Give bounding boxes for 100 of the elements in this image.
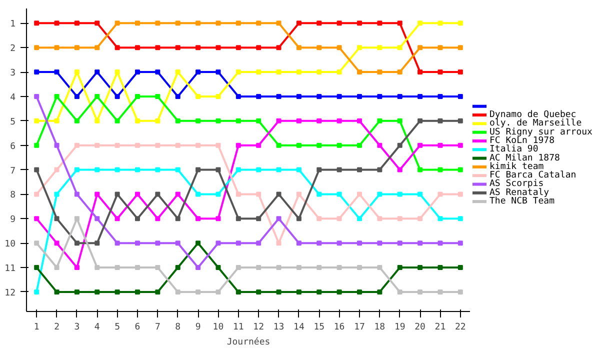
- y-tick-label: 11: [4, 264, 16, 274]
- point: [74, 45, 80, 50]
- point: [216, 167, 221, 172]
- point: [418, 94, 423, 99]
- point: [357, 70, 362, 75]
- x-tick-label: 15: [314, 322, 325, 332]
- point: [236, 118, 241, 124]
- point: [155, 118, 160, 124]
- point: [256, 167, 262, 172]
- point: [34, 142, 40, 148]
- point: [397, 192, 402, 197]
- point: [216, 240, 221, 246]
- point: [155, 94, 160, 99]
- point: [54, 167, 60, 172]
- point: [196, 94, 201, 99]
- point: [236, 216, 241, 222]
- point: [296, 20, 302, 26]
- point: [175, 94, 180, 99]
- point: [377, 45, 382, 50]
- point: [276, 70, 282, 75]
- x-tick-label: 3: [74, 322, 80, 332]
- point: [397, 289, 402, 294]
- point: [316, 167, 322, 172]
- point: [114, 289, 120, 294]
- point: [256, 265, 262, 270]
- point: [114, 45, 120, 50]
- point: [336, 216, 342, 222]
- point: [74, 118, 80, 124]
- x-tick-label: 16: [334, 322, 345, 332]
- point: [377, 118, 382, 124]
- point: [296, 265, 302, 270]
- point: [357, 45, 362, 50]
- point: [357, 118, 362, 124]
- point: [175, 289, 180, 294]
- point: [34, 167, 40, 172]
- y-tick-label: 2: [10, 44, 16, 54]
- point: [276, 216, 282, 222]
- x-tick-label: 7: [154, 322, 160, 332]
- point: [296, 192, 302, 197]
- point: [397, 94, 402, 99]
- x-tick-label: 4: [94, 322, 100, 332]
- x-tick-label: 9: [195, 322, 201, 332]
- point: [54, 216, 60, 222]
- point: [54, 45, 60, 50]
- point: [316, 20, 322, 26]
- point: [114, 216, 120, 222]
- point: [74, 94, 80, 99]
- point: [296, 167, 302, 172]
- point: [135, 70, 140, 75]
- point: [336, 94, 342, 99]
- point: [175, 45, 180, 50]
- point: [196, 20, 201, 26]
- point: [357, 240, 362, 246]
- point: [216, 192, 221, 197]
- point: [34, 240, 40, 246]
- point: [236, 289, 241, 294]
- point: [296, 70, 302, 75]
- legend-label: AS Renataly: [490, 188, 550, 198]
- point: [336, 118, 342, 124]
- point: [94, 20, 100, 26]
- point: [438, 118, 443, 124]
- point: [438, 142, 443, 148]
- x-tick-label: 21: [434, 322, 446, 332]
- point: [114, 118, 120, 124]
- point: [94, 265, 100, 270]
- point: [357, 192, 362, 197]
- point: [296, 289, 302, 294]
- point: [397, 216, 402, 222]
- point: [34, 289, 40, 294]
- point: [175, 118, 180, 124]
- point: [155, 216, 160, 222]
- y-tick-label: 12: [4, 288, 16, 298]
- point: [155, 240, 160, 246]
- point: [438, 167, 443, 172]
- point: [458, 192, 463, 197]
- point: [34, 70, 40, 75]
- y-tick-label: 1: [10, 20, 16, 30]
- point: [336, 167, 342, 172]
- legend-label: US Rigny sur arroux: [490, 127, 594, 138]
- point: [458, 216, 463, 222]
- x-tick-label: 10: [212, 322, 224, 332]
- point: [377, 142, 382, 148]
- x-tick-label: 14: [294, 322, 304, 332]
- point: [155, 192, 160, 197]
- x-tick-label: 8: [175, 322, 181, 332]
- point: [114, 240, 120, 246]
- point: [236, 192, 241, 197]
- point: [458, 167, 463, 172]
- point: [397, 20, 402, 26]
- point: [458, 45, 463, 50]
- point: [256, 94, 262, 99]
- point: [216, 289, 221, 294]
- point: [276, 142, 282, 148]
- point: [74, 240, 80, 246]
- point: [114, 142, 120, 148]
- point: [276, 192, 282, 197]
- point: [216, 20, 221, 26]
- point: [135, 118, 140, 124]
- point: [336, 265, 342, 270]
- point: [397, 265, 402, 270]
